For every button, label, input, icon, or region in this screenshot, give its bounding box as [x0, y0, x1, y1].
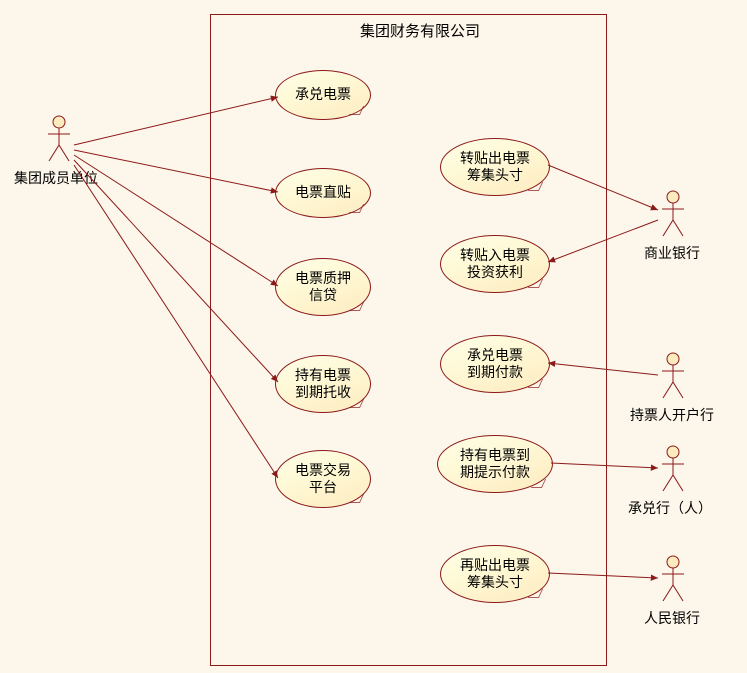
actor-r2-label: 持票人开户行	[630, 405, 714, 425]
usecase-uc9-label: 持有电票到期提示付款	[460, 447, 530, 482]
actor-r2	[660, 352, 686, 400]
actor-r3-label: 承兑行（人）	[628, 498, 712, 518]
usecase-uc10-label: 再贴出电票筹集头寸	[460, 557, 530, 592]
actor-r1	[660, 190, 686, 238]
usecase-uc7-label: 转贴入电票投资获利	[460, 247, 530, 282]
usecase-uc2-label: 电票直贴	[295, 184, 351, 202]
usecase-uc2: 电票直贴	[275, 168, 371, 218]
usecase-uc1: 承兑电票	[275, 70, 371, 120]
usecase-uc3-label: 电票质押信贷	[295, 270, 351, 305]
usecase-uc1-label: 承兑电票	[295, 86, 351, 104]
usecase-uc6-label: 转贴出电票筹集头寸	[460, 150, 530, 185]
actor-left-label: 集团成员单位	[14, 168, 98, 188]
system-title: 集团财务有限公司	[360, 20, 480, 41]
usecase-uc10: 再贴出电票筹集头寸	[440, 545, 550, 603]
usecase-uc4: 持有电票到期托收	[275, 355, 371, 413]
usecase-uc5: 电票交易平台	[275, 450, 371, 508]
usecase-uc4-label: 持有电票到期托收	[295, 367, 351, 402]
actor-r3	[660, 445, 686, 493]
usecase-uc8: 承兑电票到期付款	[440, 335, 550, 393]
usecase-uc5-label: 电票交易平台	[295, 462, 351, 497]
usecase-uc3: 电票质押信贷	[275, 258, 371, 316]
actor-left	[46, 115, 72, 163]
diagram-canvas: 集团财务有限公司 集团成员单位 商业银行 持票人开户行 承兑行（人） 人民银行 …	[0, 0, 747, 673]
usecase-uc8-label: 承兑电票到期付款	[467, 347, 523, 382]
actor-r4-label: 人民银行	[644, 608, 700, 628]
usecase-uc7: 转贴入电票投资获利	[440, 235, 550, 293]
actor-r4	[660, 555, 686, 603]
actor-r1-label: 商业银行	[644, 243, 700, 263]
usecase-uc9: 持有电票到期提示付款	[437, 435, 553, 493]
usecase-uc6: 转贴出电票筹集头寸	[440, 138, 550, 196]
